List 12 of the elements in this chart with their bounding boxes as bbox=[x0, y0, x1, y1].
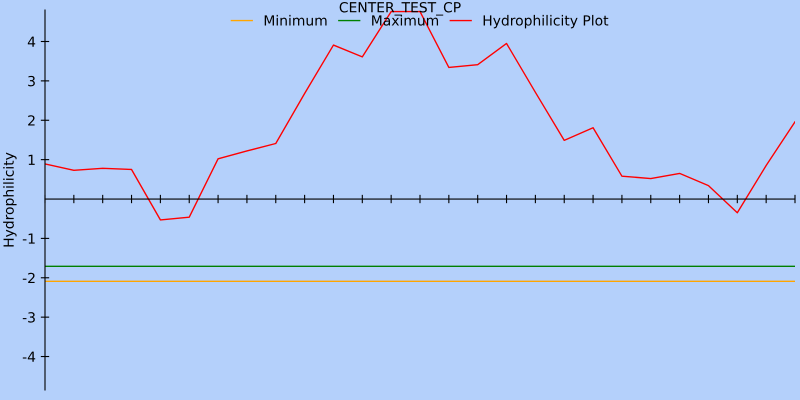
y-tick-label: -3 bbox=[22, 312, 35, 323]
y-tick-label: -1 bbox=[22, 234, 35, 244]
y-tick-label: 1 bbox=[28, 154, 35, 165]
y-tick-label: 4 bbox=[28, 36, 36, 47]
y-tick-label: -2 bbox=[22, 272, 35, 284]
y-tick-label: 3 bbox=[28, 76, 35, 86]
legend-label: Minimum bbox=[264, 14, 327, 26]
chart-title: CENTER_TEST_CP bbox=[340, 2, 461, 16]
y-axis-title: Hydrophilicity bbox=[3, 152, 17, 247]
y-tick-label: 2 bbox=[28, 115, 35, 126]
y-tick-label: -4 bbox=[22, 352, 36, 362]
legend-label: Hydrophilicity Plot bbox=[484, 14, 608, 28]
